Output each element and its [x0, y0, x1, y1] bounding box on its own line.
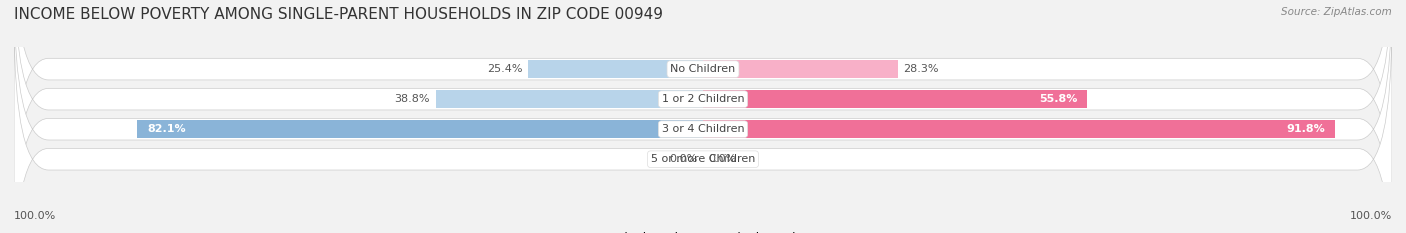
Bar [138, 120, 703, 138]
Text: Source: ZipAtlas.com: Source: ZipAtlas.com [1281, 7, 1392, 17]
Bar [703, 120, 1336, 138]
Bar [436, 90, 703, 108]
Bar [703, 60, 898, 78]
Text: 3 or 4 Children: 3 or 4 Children [662, 124, 744, 134]
FancyBboxPatch shape [14, 0, 1392, 209]
Text: INCOME BELOW POVERTY AMONG SINGLE-PARENT HOUSEHOLDS IN ZIP CODE 00949: INCOME BELOW POVERTY AMONG SINGLE-PARENT… [14, 7, 664, 22]
Text: 82.1%: 82.1% [148, 124, 187, 134]
Text: 100.0%: 100.0% [14, 211, 56, 221]
Text: 91.8%: 91.8% [1286, 124, 1324, 134]
Bar [703, 90, 1087, 108]
Legend: Single Father, Single Mother: Single Father, Single Mother [589, 228, 817, 233]
FancyBboxPatch shape [14, 0, 1392, 233]
Text: 25.4%: 25.4% [486, 64, 523, 74]
Text: 28.3%: 28.3% [904, 64, 939, 74]
Text: 0.0%: 0.0% [669, 154, 697, 164]
Text: 100.0%: 100.0% [1350, 211, 1392, 221]
Text: No Children: No Children [671, 64, 735, 74]
Text: 1 or 2 Children: 1 or 2 Children [662, 94, 744, 104]
FancyBboxPatch shape [14, 0, 1392, 233]
Text: 55.8%: 55.8% [1039, 94, 1077, 104]
FancyBboxPatch shape [14, 20, 1392, 233]
Text: 0.0%: 0.0% [709, 154, 737, 164]
Bar [529, 60, 703, 78]
Text: 38.8%: 38.8% [395, 94, 430, 104]
Text: 5 or more Children: 5 or more Children [651, 154, 755, 164]
